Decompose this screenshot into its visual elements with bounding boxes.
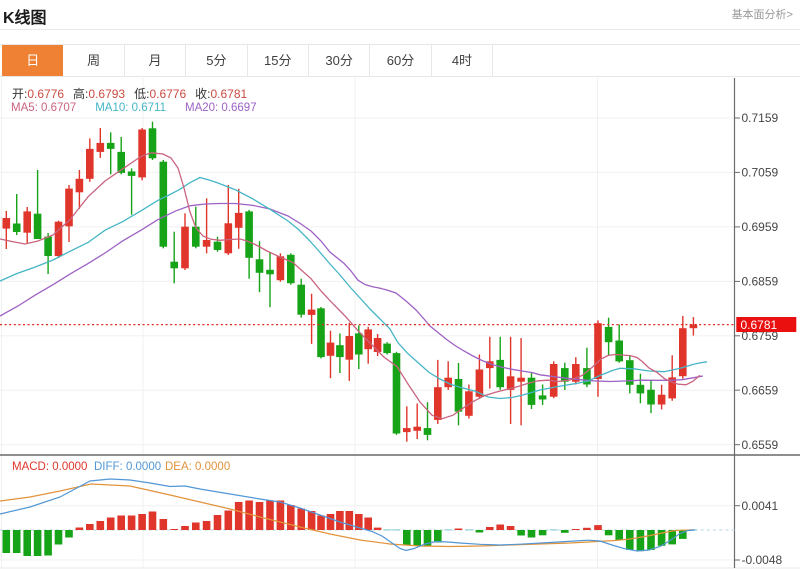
svg-text:0.7159: 0.7159 bbox=[742, 111, 779, 125]
svg-text:0.6859: 0.6859 bbox=[742, 275, 779, 289]
svg-text:0.6759: 0.6759 bbox=[742, 329, 779, 343]
svg-text:0.6659: 0.6659 bbox=[742, 383, 779, 397]
svg-text:0.6959: 0.6959 bbox=[742, 220, 779, 234]
svg-text:0.7059: 0.7059 bbox=[742, 166, 779, 180]
svg-text:-0.0048: -0.0048 bbox=[742, 553, 783, 567]
svg-text:0.6781: 0.6781 bbox=[741, 318, 778, 332]
svg-text:0.0041: 0.0041 bbox=[742, 499, 779, 513]
svg-text:0.6559: 0.6559 bbox=[742, 438, 779, 452]
